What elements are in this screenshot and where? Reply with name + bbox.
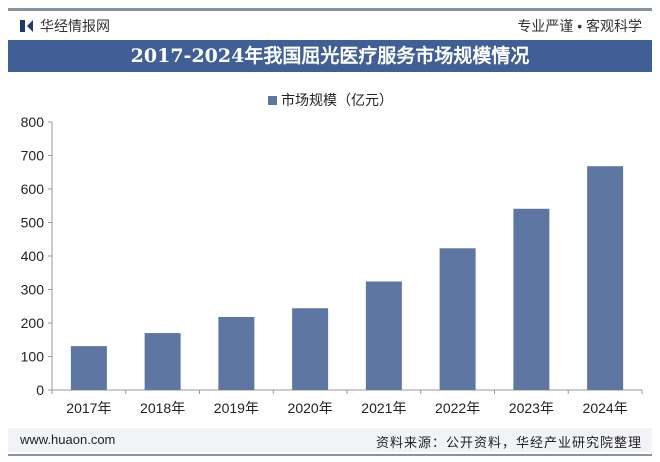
y-tick-label: 600 xyxy=(21,181,45,197)
y-tick-label: 500 xyxy=(21,215,45,231)
bar-2024年 xyxy=(587,166,624,390)
y-tick-label: 700 xyxy=(21,148,45,164)
y-tick-label: 100 xyxy=(21,349,45,365)
source-note: 资料来源：公开资料，华经产业研究院整理 xyxy=(375,435,642,450)
x-tick-label: 2020年 xyxy=(288,400,333,416)
brand: 华经情报网 xyxy=(20,16,110,36)
slogan: 专业严谨 • 客观科学 xyxy=(517,18,642,34)
bar-2018年 xyxy=(144,333,181,390)
bar-2019年 xyxy=(218,316,255,390)
top-divider xyxy=(8,8,652,11)
bar-2023年 xyxy=(513,208,550,390)
bar-2021年 xyxy=(365,281,402,390)
site-url: www.huaon.com xyxy=(20,432,116,447)
x-tick-label: 2023年 xyxy=(509,400,554,416)
bar-2017年 xyxy=(70,346,107,390)
x-tick-label: 2021年 xyxy=(361,400,406,416)
legend-swatch xyxy=(268,95,277,105)
bar-2020年 xyxy=(292,308,329,390)
chart-title: 2017-2024年我国屈光医疗服务市场规模情况 xyxy=(8,40,652,72)
brand-logo-icon xyxy=(20,19,34,33)
y-tick-label: 400 xyxy=(21,248,45,264)
x-tick-label: 2022年 xyxy=(435,400,480,416)
x-tick-label: 2019年 xyxy=(214,400,259,416)
footer-bar xyxy=(8,428,652,452)
legend: 市场规模（亿元） xyxy=(268,90,393,110)
y-tick-label: 0 xyxy=(36,382,44,398)
y-tick-label: 800 xyxy=(21,114,45,130)
bottom-divider xyxy=(8,454,652,456)
bar-2022年 xyxy=(439,248,476,390)
x-tick-label: 2018年 xyxy=(140,400,185,416)
legend-label: 市场规模（亿元） xyxy=(281,92,393,108)
x-tick-label: 2024年 xyxy=(583,400,628,416)
brand-name: 华经情报网 xyxy=(40,18,110,34)
x-tick-label: 2017年 xyxy=(66,400,111,416)
y-tick-label: 300 xyxy=(21,282,45,298)
y-tick-label: 200 xyxy=(21,315,45,331)
